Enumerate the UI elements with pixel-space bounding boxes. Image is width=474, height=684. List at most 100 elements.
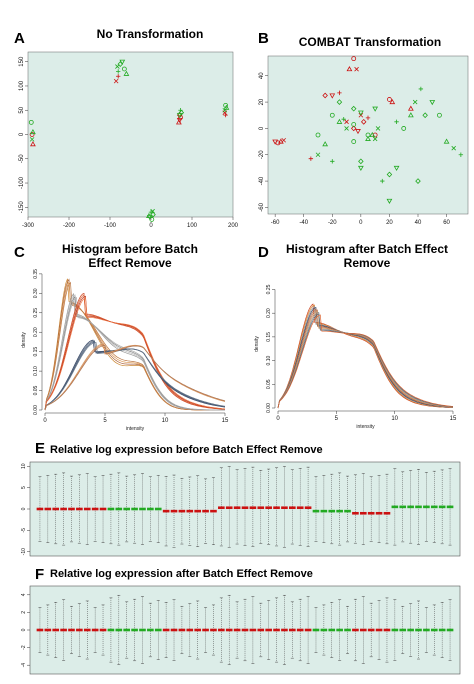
box — [99, 628, 107, 632]
box — [233, 628, 241, 632]
y-tick-label: 5 — [21, 486, 27, 489]
y-tick-label: 0.15 — [266, 332, 272, 342]
box — [107, 507, 115, 511]
box — [430, 628, 438, 632]
boxplot-chart-f: -4 -2 0 2 4 — [21, 585, 461, 675]
box — [202, 509, 209, 513]
density-curve — [277, 303, 453, 409]
y-tick-label: 0.15 — [33, 347, 39, 357]
box — [344, 509, 351, 513]
scatter-chart-a: -300 -200 -100 0 100 200 -150 -100 -50 0 50 100 150 — [19, 51, 239, 229]
box — [383, 628, 391, 632]
box — [296, 506, 304, 510]
density-curve — [44, 344, 226, 411]
box — [139, 507, 146, 511]
box — [44, 628, 52, 632]
box — [68, 507, 75, 511]
density-curve — [44, 345, 226, 411]
green-point — [443, 138, 450, 144]
box — [210, 628, 217, 632]
box — [123, 628, 131, 632]
density-curve — [277, 306, 454, 409]
x-tick-label: 200 — [228, 223, 239, 229]
green-point — [351, 122, 357, 127]
box — [194, 628, 201, 632]
y-tick-label: 50 — [19, 106, 25, 113]
box — [186, 509, 194, 513]
green-point — [149, 217, 155, 222]
box — [68, 628, 75, 632]
y-tick-label: 0.05 — [33, 385, 39, 395]
box — [76, 628, 83, 632]
green-point — [401, 126, 407, 131]
box — [375, 628, 383, 632]
box — [304, 506, 312, 510]
box — [336, 509, 343, 513]
density-curve — [277, 310, 454, 409]
green-point — [437, 112, 442, 118]
red-point — [329, 93, 336, 99]
box — [241, 628, 249, 632]
red-point — [116, 74, 121, 79]
y-tick-label: 20 — [259, 98, 265, 105]
density-curve — [44, 294, 226, 411]
x-axis-label: intensity — [356, 424, 375, 430]
density-curve — [277, 314, 454, 409]
y-axis-label: density — [21, 332, 27, 348]
red-point — [346, 66, 353, 72]
box — [99, 507, 107, 511]
y-tick-label: 10 — [21, 463, 27, 469]
y-tick-label: 0 — [259, 126, 265, 130]
x-tick-label: -40 — [299, 220, 308, 226]
y-tick-label: 0.20 — [33, 327, 39, 337]
box — [391, 628, 399, 632]
x-tick-label: 0 — [43, 418, 47, 424]
box — [399, 505, 407, 509]
y-tick-label: 0.35 — [33, 269, 39, 279]
box — [162, 509, 170, 513]
histogram-chart-d: 0 5 10 15 0.00 0.05 0.10 0.15 0.20 0.25 intensity d… — [254, 284, 457, 430]
green-point — [150, 211, 156, 218]
box — [375, 511, 383, 515]
box — [415, 505, 422, 509]
box — [289, 628, 296, 632]
box — [446, 505, 454, 509]
box — [154, 628, 162, 632]
green-point — [329, 112, 335, 118]
box — [336, 628, 343, 632]
x-tick-label: 100 — [187, 223, 198, 229]
box — [233, 506, 241, 510]
panel-b-title: COMBAT Transformation — [298, 35, 442, 49]
y-tick-label: -2 — [21, 645, 27, 650]
panel-c-title-line2: Effect Remove — [88, 256, 172, 270]
box — [320, 509, 328, 513]
box — [147, 628, 154, 632]
x-tick-label: -60 — [271, 220, 280, 226]
panel-c-title-line1: Histogram before Batch — [61, 242, 199, 256]
y-tick-label: 0.10 — [33, 366, 39, 376]
green-point — [322, 141, 329, 147]
box — [399, 628, 407, 632]
panel-a-title: No Transformation — [96, 27, 204, 41]
box — [147, 507, 154, 511]
red-point — [30, 141, 36, 147]
y-tick-label: 0.20 — [266, 308, 272, 318]
box — [154, 507, 162, 511]
green-point — [422, 112, 428, 119]
x-tick-label: 5 — [103, 418, 107, 424]
x-tick-label: 10 — [391, 416, 398, 422]
panel-letter-f: F — [35, 566, 45, 583]
box — [273, 628, 280, 632]
scatter-chart-b: -60 -40 -20 0 20 40 60 -60 -40 -20 0 20 40 — [259, 55, 469, 226]
x-tick-label: -20 — [328, 220, 337, 226]
green-point — [119, 59, 126, 65]
box — [281, 628, 288, 632]
x-tick-label: 20 — [386, 220, 393, 226]
box — [312, 509, 320, 513]
box — [289, 506, 296, 510]
green-point — [116, 69, 121, 74]
green-point — [386, 171, 393, 178]
box — [352, 511, 359, 515]
box — [281, 506, 288, 510]
green-point — [357, 165, 364, 172]
